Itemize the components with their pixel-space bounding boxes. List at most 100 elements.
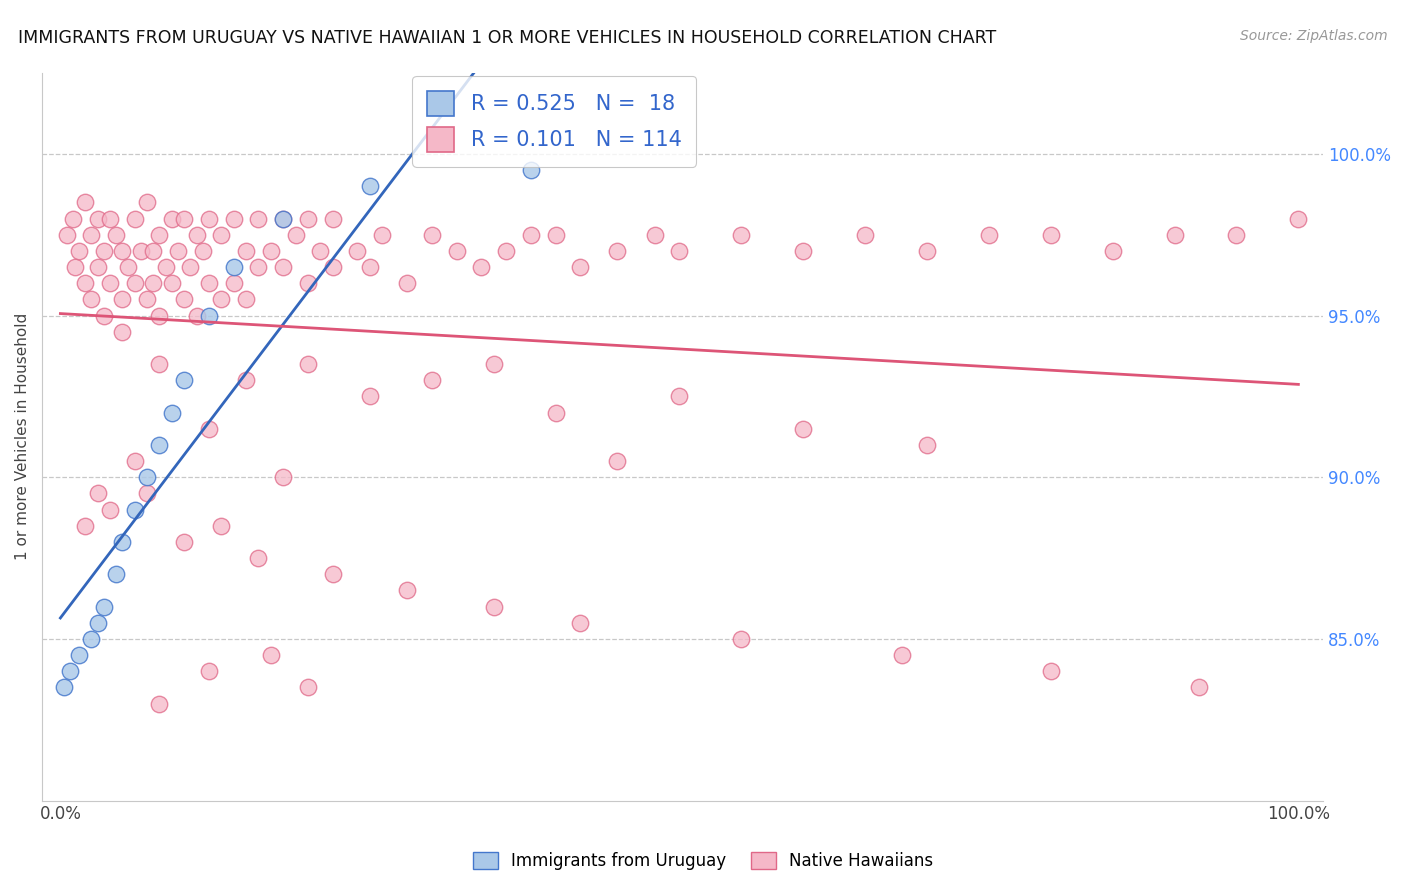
Point bbox=[247, 260, 270, 274]
Point bbox=[730, 227, 752, 242]
Point bbox=[284, 227, 307, 242]
Point bbox=[93, 599, 115, 614]
Point bbox=[322, 260, 344, 274]
Point bbox=[136, 470, 159, 484]
Point bbox=[160, 211, 183, 226]
Point bbox=[59, 665, 82, 679]
Point bbox=[359, 179, 381, 194]
Point bbox=[136, 293, 159, 307]
Point bbox=[148, 697, 170, 711]
Point bbox=[1225, 227, 1247, 242]
Y-axis label: 1 or more Vehicles in Household: 1 or more Vehicles in Household bbox=[15, 313, 30, 560]
Point bbox=[186, 309, 208, 323]
Text: Source: ZipAtlas.com: Source: ZipAtlas.com bbox=[1240, 29, 1388, 43]
Point bbox=[173, 293, 195, 307]
Point bbox=[371, 227, 394, 242]
Point bbox=[668, 389, 690, 403]
Point bbox=[977, 227, 1000, 242]
Point bbox=[271, 260, 294, 274]
Point bbox=[167, 244, 190, 258]
Point bbox=[75, 276, 97, 290]
Point bbox=[142, 244, 165, 258]
Point bbox=[67, 244, 90, 258]
Point bbox=[482, 357, 505, 371]
Point bbox=[173, 211, 195, 226]
Point bbox=[198, 211, 221, 226]
Point bbox=[915, 438, 938, 452]
Point bbox=[606, 454, 628, 468]
Point bbox=[148, 309, 170, 323]
Point bbox=[80, 632, 103, 646]
Point bbox=[915, 244, 938, 258]
Point bbox=[470, 260, 492, 274]
Point bbox=[75, 195, 97, 210]
Point bbox=[86, 260, 108, 274]
Point bbox=[75, 518, 97, 533]
Point bbox=[792, 244, 814, 258]
Point bbox=[853, 227, 876, 242]
Point bbox=[105, 567, 128, 582]
Point bbox=[173, 535, 195, 549]
Point bbox=[247, 551, 270, 566]
Point bbox=[668, 244, 690, 258]
Point bbox=[359, 389, 381, 403]
Point bbox=[198, 422, 221, 436]
Legend: R = 0.525   N =  18, R = 0.101   N = 114: R = 0.525 N = 18, R = 0.101 N = 114 bbox=[412, 76, 696, 167]
Point bbox=[136, 195, 159, 210]
Point bbox=[1163, 227, 1185, 242]
Point bbox=[544, 227, 567, 242]
Point bbox=[136, 486, 159, 500]
Point bbox=[86, 211, 108, 226]
Point bbox=[235, 293, 257, 307]
Point bbox=[520, 227, 543, 242]
Point bbox=[129, 244, 152, 258]
Point bbox=[124, 276, 146, 290]
Point bbox=[222, 260, 245, 274]
Point bbox=[297, 276, 319, 290]
Point bbox=[67, 648, 90, 662]
Point bbox=[1286, 211, 1309, 226]
Point bbox=[495, 244, 517, 258]
Point bbox=[322, 567, 344, 582]
Point bbox=[65, 260, 87, 274]
Point bbox=[148, 227, 170, 242]
Point bbox=[271, 470, 294, 484]
Point bbox=[420, 227, 443, 242]
Point bbox=[62, 211, 84, 226]
Point bbox=[569, 260, 592, 274]
Point bbox=[93, 309, 115, 323]
Point bbox=[111, 244, 134, 258]
Point bbox=[209, 227, 232, 242]
Point bbox=[297, 357, 319, 371]
Point bbox=[155, 260, 177, 274]
Point bbox=[98, 502, 121, 516]
Point bbox=[55, 227, 77, 242]
Point bbox=[1039, 227, 1062, 242]
Point bbox=[346, 244, 368, 258]
Point bbox=[395, 276, 418, 290]
Point bbox=[111, 293, 134, 307]
Point bbox=[98, 211, 121, 226]
Point bbox=[222, 276, 245, 290]
Point bbox=[395, 583, 418, 598]
Point bbox=[482, 599, 505, 614]
Point bbox=[117, 260, 139, 274]
Point bbox=[644, 227, 666, 242]
Legend: Immigrants from Uruguay, Native Hawaiians: Immigrants from Uruguay, Native Hawaiian… bbox=[465, 845, 941, 877]
Point bbox=[730, 632, 752, 646]
Point bbox=[446, 244, 468, 258]
Point bbox=[247, 211, 270, 226]
Point bbox=[173, 373, 195, 387]
Point bbox=[198, 276, 221, 290]
Point bbox=[271, 211, 294, 226]
Point bbox=[271, 211, 294, 226]
Point bbox=[86, 615, 108, 630]
Text: IMMIGRANTS FROM URUGUAY VS NATIVE HAWAIIAN 1 OR MORE VEHICLES IN HOUSEHOLD CORRE: IMMIGRANTS FROM URUGUAY VS NATIVE HAWAII… bbox=[18, 29, 997, 46]
Point bbox=[124, 502, 146, 516]
Point bbox=[606, 244, 628, 258]
Point bbox=[198, 665, 221, 679]
Point bbox=[260, 244, 283, 258]
Point bbox=[148, 438, 170, 452]
Point bbox=[98, 276, 121, 290]
Point bbox=[191, 244, 214, 258]
